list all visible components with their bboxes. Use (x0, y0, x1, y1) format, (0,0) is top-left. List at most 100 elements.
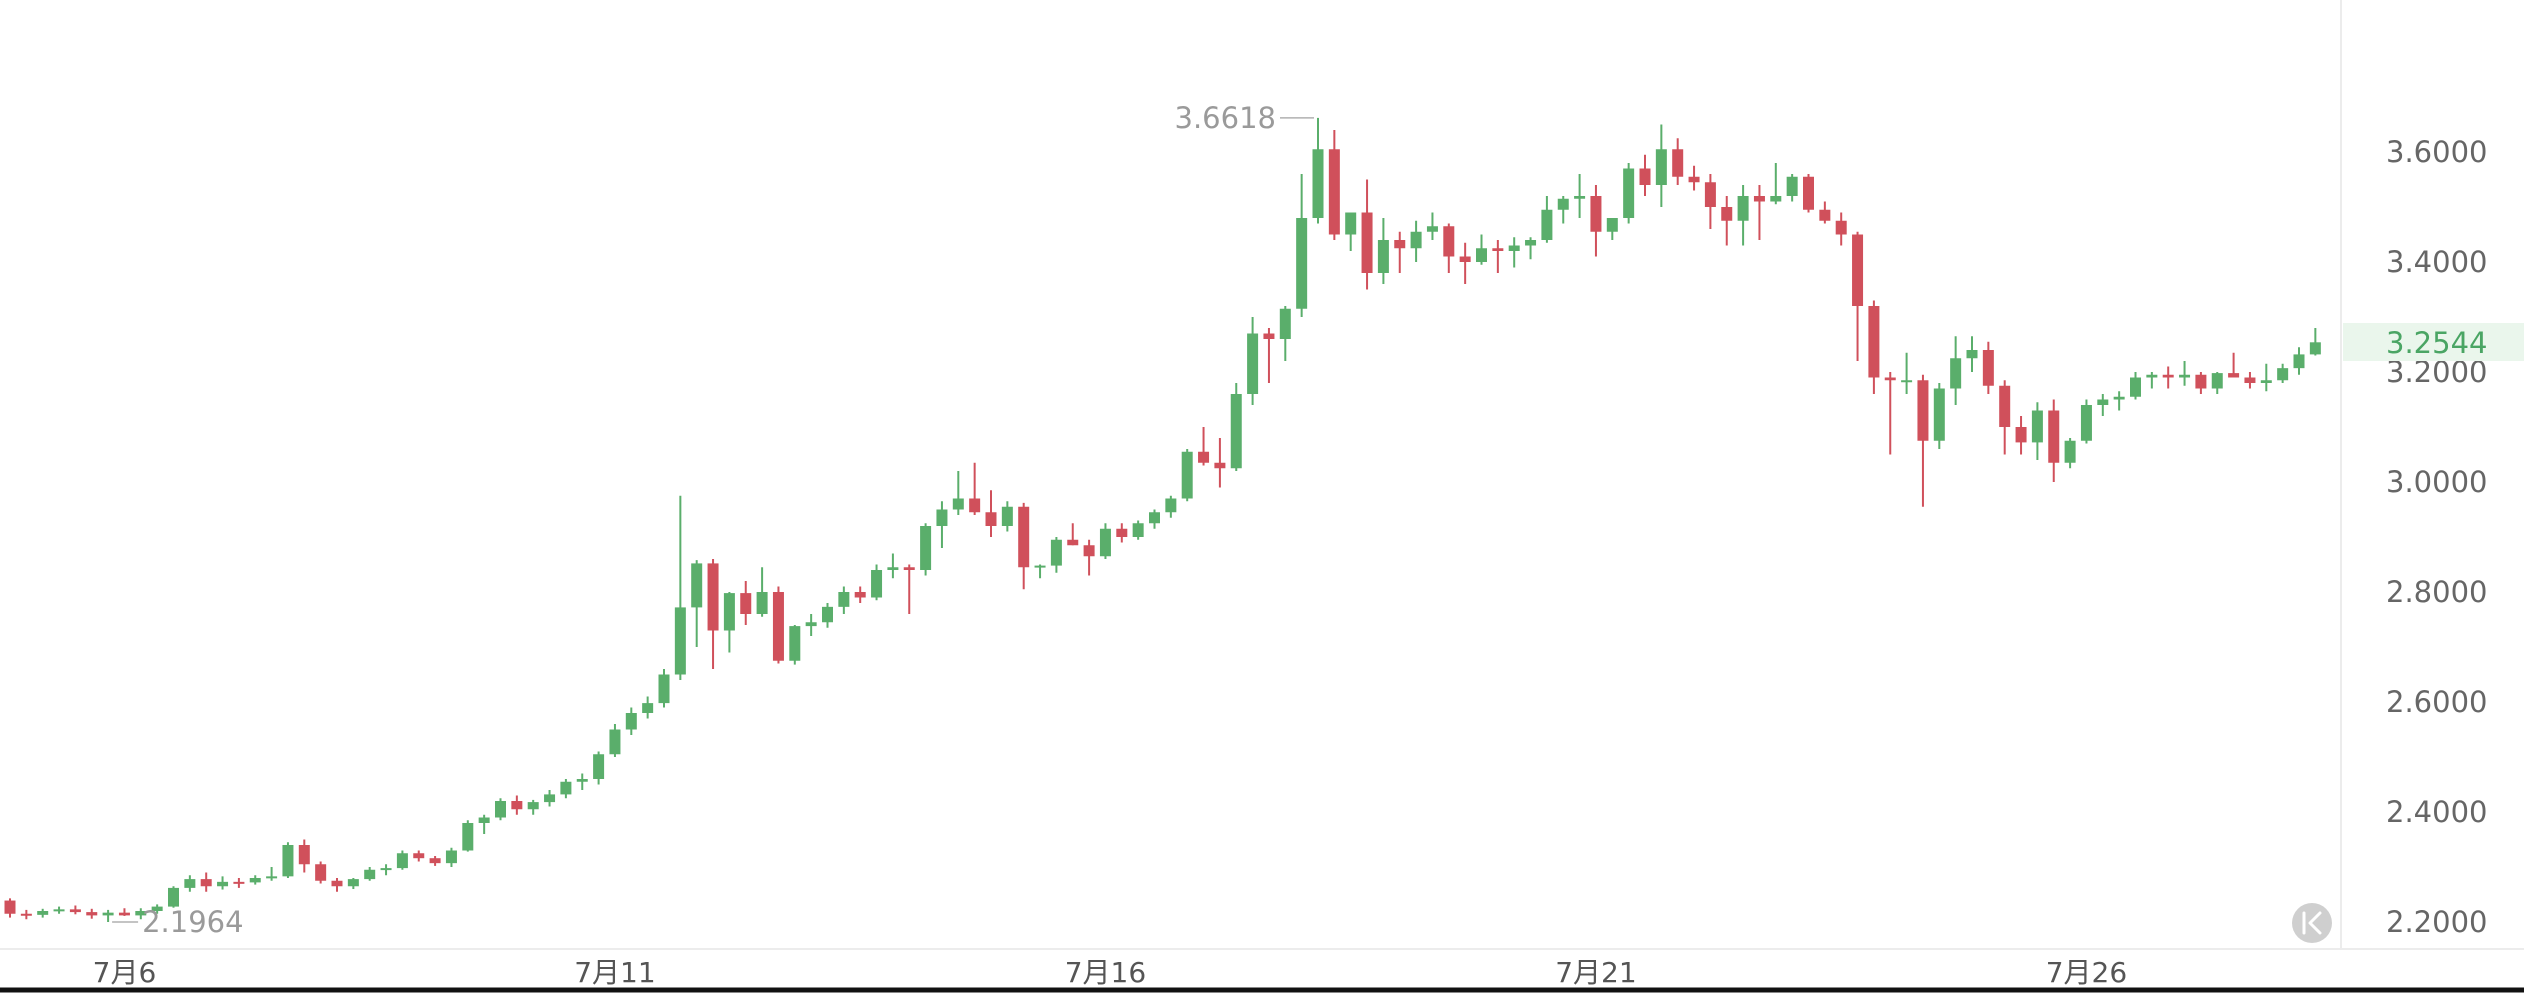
candle-body (1296, 218, 1308, 309)
candle (527, 799, 539, 815)
candle-body (2146, 374, 2158, 378)
candle (249, 875, 261, 885)
candle (822, 603, 833, 628)
candle (1933, 383, 1945, 449)
candle (511, 795, 523, 815)
candle (1770, 163, 1782, 205)
time-tick-label: 7月21 (1555, 956, 1636, 989)
candle-body (2130, 377, 2141, 397)
candle (1917, 374, 1929, 507)
candle-body (1083, 545, 1095, 557)
candle-body (2080, 405, 2092, 441)
candle-body (2309, 342, 2321, 355)
candle (2179, 361, 2191, 386)
candle-body (495, 801, 506, 818)
candle-body (1492, 248, 1504, 251)
candle (707, 559, 719, 669)
candle-body (1279, 308, 1291, 339)
candle (1067, 523, 1079, 546)
candle (1116, 523, 1128, 543)
scroll-to-latest-button[interactable] (2292, 903, 2332, 943)
candle-body (593, 754, 605, 779)
candle (233, 878, 245, 888)
candle (1149, 509, 1160, 529)
candle-body (331, 880, 343, 887)
price-tick-label: 3.6000 (2386, 135, 2487, 169)
candle (1753, 185, 1765, 240)
candle-body (1557, 198, 1569, 210)
candle-body (511, 801, 523, 810)
candle (1704, 174, 1716, 229)
candle-body (1443, 226, 1455, 257)
candle-body (642, 703, 654, 713)
candle-body (282, 845, 294, 877)
candle-body (1590, 196, 1602, 232)
candle-body (184, 879, 196, 888)
candle (1312, 117, 1324, 224)
candle-body (560, 781, 572, 795)
candle-body (396, 853, 408, 869)
candle (380, 864, 392, 876)
candle-body (936, 509, 948, 526)
candle-body (364, 869, 376, 880)
candle (1901, 352, 1913, 394)
candle (1508, 237, 1520, 268)
candle-body (1639, 168, 1651, 185)
candle-body (1181, 451, 1193, 499)
candle (69, 905, 81, 915)
candle-body (2015, 427, 2027, 443)
candle (772, 586, 784, 664)
candle (985, 490, 997, 537)
candle-body (1410, 231, 1422, 249)
candle-body (2293, 354, 2305, 369)
candle (642, 696, 654, 719)
candle (298, 839, 310, 873)
candle-body (1606, 218, 1618, 232)
candle-body (298, 845, 310, 865)
candle-body (871, 570, 883, 598)
candle-body (1214, 462, 1226, 469)
candles-layer (4, 117, 2321, 922)
time-tick-label: 7月26 (2046, 956, 2127, 989)
candle (2260, 363, 2272, 392)
candle-body (217, 881, 229, 887)
candle (969, 462, 981, 515)
candle-body (1018, 506, 1030, 568)
candle (1868, 300, 1880, 394)
current-price-label: 3.2544 (2386, 326, 2487, 360)
candle (691, 560, 703, 647)
candle-body (1377, 240, 1389, 273)
candle-body (2097, 399, 2109, 405)
time-tick-label: 7月16 (1065, 956, 1146, 989)
candle-body (740, 593, 752, 614)
skip-to-end-icon[interactable] (2302, 911, 2322, 935)
candle-body (429, 858, 441, 864)
candle-body (233, 881, 245, 884)
candle-body (985, 512, 997, 526)
candle (1394, 231, 1406, 273)
price-tick-label: 2.2000 (2386, 905, 2487, 939)
candle-body (1999, 385, 2011, 427)
candle (1639, 154, 1651, 196)
candle-body (838, 592, 850, 607)
candle (2113, 391, 2125, 411)
candle-body (1312, 149, 1324, 218)
candle-body (1753, 196, 1765, 202)
candle-body (1361, 212, 1373, 273)
candle (723, 592, 735, 653)
candle-body (1247, 333, 1259, 394)
candle (429, 856, 441, 866)
candle-body (1198, 451, 1210, 463)
candle (1525, 237, 1537, 260)
candle-body (1786, 176, 1798, 196)
candle-body (2064, 440, 2076, 463)
candle (1819, 201, 1831, 224)
candle (1018, 502, 1030, 590)
candle-body (1525, 240, 1537, 246)
candle-body (2162, 374, 2174, 378)
candle-body (1116, 528, 1128, 537)
candle-body (1737, 196, 1749, 221)
candle-body (1982, 350, 1994, 386)
candle-body (1623, 168, 1635, 218)
